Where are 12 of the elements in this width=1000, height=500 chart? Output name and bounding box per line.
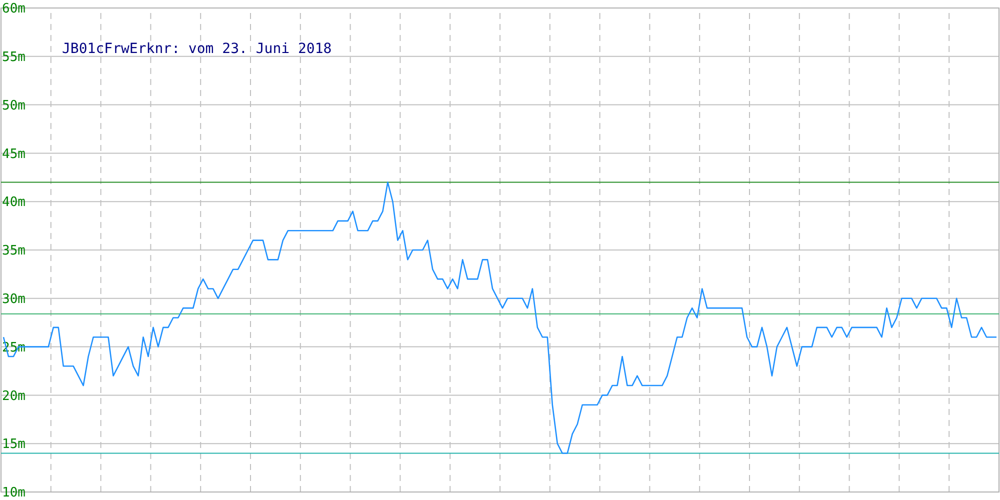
y-tick-label: 35m: [2, 244, 26, 259]
y-tick-label: 50m: [2, 98, 26, 114]
text: JB01cFrwErknr: vom 23. Juni 2018: [62, 41, 332, 57]
y-tick-label: 20m: [2, 388, 26, 404]
y-tick-label: 15m: [2, 437, 26, 452]
y-tick-label: 60m: [2, 2, 26, 17]
y-tick-label: 55m: [2, 50, 26, 65]
y-tick-label: 30m: [2, 292, 26, 307]
line-series: [2, 182, 998, 454]
y-tick-label: 45m: [2, 146, 26, 162]
y-tick-label: 40m: [2, 195, 26, 210]
y-tick-label: 10m: [2, 486, 26, 500]
